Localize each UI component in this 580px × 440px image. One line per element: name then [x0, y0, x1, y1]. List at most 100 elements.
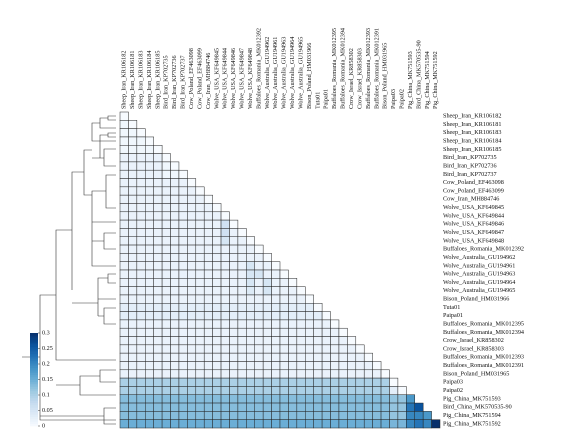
- heat-cell: [136, 419, 146, 429]
- heat-cell: [203, 402, 213, 412]
- heat-cell: [161, 253, 171, 262]
- heat-cell: [203, 336, 213, 346]
- colorbar-step: [30, 381, 38, 385]
- heat-cell: [237, 394, 247, 404]
- heat-cell: [321, 377, 331, 387]
- row-label: Wolve_USA_KF649848: [443, 237, 504, 244]
- heat-cell: [355, 402, 365, 412]
- heat-cell: [271, 319, 281, 329]
- heat-cell: [203, 261, 213, 271]
- heat-cell: [246, 327, 255, 337]
- heat-cell: [212, 236, 222, 246]
- heat-cell: [321, 402, 331, 412]
- heat-cell: [262, 344, 272, 354]
- heat-cell: [187, 402, 197, 412]
- heat-cell: [363, 411, 373, 420]
- column-label: Wolve_Australia_GU194964: [289, 37, 296, 109]
- row-label: Buffaloes_Romania_MK012392: [443, 246, 524, 253]
- heat-cell: [397, 386, 407, 395]
- heat-cell: [246, 244, 255, 254]
- heat-cell: [237, 336, 247, 346]
- heat-cell: [170, 411, 180, 420]
- heat-cell: [237, 377, 247, 387]
- heat-cell: [128, 303, 138, 312]
- heat-cell: [262, 286, 272, 296]
- heat-cell: [355, 352, 365, 362]
- heat-cell: [119, 352, 129, 362]
- heat-cell: [380, 402, 390, 412]
- heat-cell: [136, 194, 146, 204]
- column-label: Wolve_USA_KF649846: [230, 48, 237, 109]
- heat-cell: [128, 253, 138, 262]
- heat-cell: [136, 286, 146, 296]
- heat-cell: [246, 411, 255, 420]
- heat-cell: [145, 294, 154, 304]
- colorbar-step: [30, 416, 38, 420]
- heat-cell: [254, 411, 264, 420]
- heat-cell: [372, 402, 382, 412]
- heat-cell: [246, 386, 255, 395]
- heat-cell: [262, 261, 272, 271]
- heat-cell: [170, 203, 180, 213]
- heat-cell: [145, 136, 154, 146]
- heat-cell: [153, 169, 163, 179]
- heat-cell: [161, 186, 171, 196]
- heat-cell: [279, 386, 289, 395]
- heat-cell: [321, 327, 331, 337]
- heat-cell: [220, 311, 230, 321]
- heat-cell: [187, 327, 197, 337]
- heat-cell: [254, 261, 264, 271]
- heat-cell: [262, 369, 272, 379]
- heat-cell: [195, 361, 205, 371]
- row-label: Cow_Iran_MH884746: [443, 196, 499, 203]
- heat-cell: [229, 236, 239, 246]
- heat-cell: [229, 219, 239, 229]
- colorbar-step: [30, 342, 38, 345]
- heat-cell: [161, 303, 171, 312]
- heat-cell: [136, 411, 146, 420]
- heat-cell: [195, 236, 205, 246]
- row-label: Pig_China_MK751592: [443, 420, 501, 427]
- heat-cell: [145, 286, 154, 296]
- heat-cell: [178, 386, 188, 395]
- colorbar-step: [30, 377, 38, 380]
- heat-cell: [170, 269, 180, 279]
- heat-cell: [128, 278, 138, 287]
- heat-cell: [220, 369, 230, 379]
- heat-cell: [153, 386, 163, 395]
- heat-cell: [119, 194, 129, 204]
- heat-cell: [212, 219, 222, 229]
- row-label: Sheep_Iran_KR106185: [443, 146, 501, 153]
- row-label: Bison_Poland_HM031966: [443, 296, 509, 303]
- heat-cell: [296, 344, 306, 354]
- heat-cell: [279, 361, 289, 371]
- heat-cell: [145, 352, 154, 362]
- heat-cell: [321, 419, 331, 429]
- colorbar-step: [30, 414, 38, 417]
- heat-cell: [170, 219, 180, 229]
- column-label: Bird_Iran_KP702735: [163, 55, 170, 109]
- heat-cell: [145, 153, 154, 163]
- heat-cell: [136, 161, 146, 171]
- heat-cell: [178, 261, 188, 271]
- heat-cell: [338, 344, 348, 354]
- heat-cell: [128, 327, 138, 337]
- heat-cell: [229, 244, 239, 254]
- heat-cell: [161, 327, 171, 337]
- heat-cell: [246, 294, 255, 304]
- heat-cell: [288, 278, 298, 287]
- heat-cell: [153, 352, 163, 362]
- heat-cell: [161, 369, 171, 379]
- heat-cell: [136, 394, 146, 404]
- heat-cell: [178, 186, 188, 196]
- heat-cell: [170, 311, 180, 321]
- heat-cell: [321, 336, 331, 346]
- heat-cell: [288, 327, 298, 337]
- heat-cell: [119, 303, 129, 312]
- heat-cell: [145, 178, 154, 188]
- heat-cell: [321, 311, 331, 321]
- heat-cell: [136, 278, 146, 287]
- heat-cell: [246, 336, 255, 346]
- heat-cell: [153, 327, 163, 337]
